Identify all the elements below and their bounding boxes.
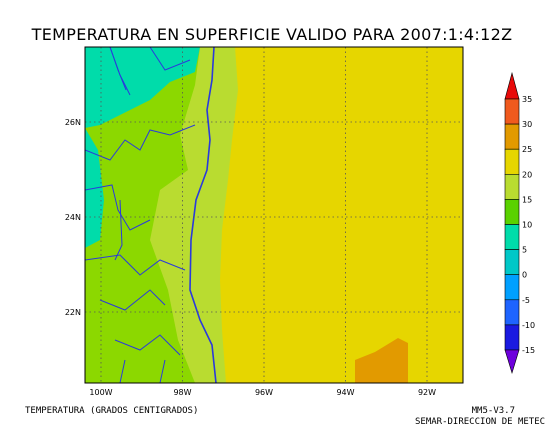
field-15-20 — [85, 47, 200, 383]
lat-label: 26N — [65, 118, 81, 127]
colorbar-segment — [504, 199, 520, 225]
lon-label: 98W — [173, 388, 191, 397]
colorbar-arrow-bottom — [504, 349, 520, 375]
lat-label: 24N — [65, 213, 81, 222]
footer-source: SEMAR-DIRECCION DE METEC — [415, 417, 545, 425]
lon-label: 96W — [255, 388, 273, 397]
colorbar-label: 35 — [522, 95, 532, 104]
colorbar-segment — [504, 249, 520, 276]
footer-left: TEMPERATURA (GRADOS CENTIGRADOS) — [25, 406, 198, 416]
map-title: TEMPERATURA EN SUPERFICIE VALIDO PARA 20… — [31, 25, 513, 44]
grid — [85, 47, 463, 383]
colorbar-segment — [504, 98, 520, 125]
colorbar-segment — [504, 274, 520, 301]
colorbar-label: -15 — [522, 346, 535, 355]
colorbar-segment — [504, 299, 520, 326]
lon-label: 94W — [336, 388, 354, 397]
lat-label: 22N — [65, 308, 81, 317]
colorbar-arrow-top — [504, 71, 520, 100]
colorbar-segment — [504, 123, 520, 150]
colorbar-label: 10 — [522, 221, 532, 230]
colorbar-label: 30 — [522, 120, 532, 129]
map-field — [85, 47, 463, 383]
lon-label: 100W — [89, 388, 112, 397]
colorbar-label: -10 — [522, 321, 535, 330]
footer-model: MM5-V3.7 — [472, 406, 515, 416]
colorbar: 35 30 25 20 15 10 5 0 -5 -10 -15 — [504, 71, 535, 375]
colorbar-segment — [504, 174, 520, 200]
colorbar-label: -5 — [522, 296, 530, 305]
colorbar-label: 20 — [522, 170, 532, 179]
map-frame — [84, 46, 464, 384]
colorbar-label: 25 — [522, 145, 532, 154]
colorbar-segment — [504, 148, 520, 175]
coastline — [189, 47, 217, 383]
rivers — [109, 47, 127, 261]
colorbar-label: 5 — [522, 246, 527, 255]
lon-label: 92W — [418, 388, 436, 397]
field-25-30 — [355, 338, 408, 383]
colorbar-label: 0 — [522, 271, 527, 280]
colorbar-segment — [504, 324, 520, 351]
colorbar-segment — [504, 224, 520, 250]
colorbar-label: 15 — [522, 195, 532, 204]
